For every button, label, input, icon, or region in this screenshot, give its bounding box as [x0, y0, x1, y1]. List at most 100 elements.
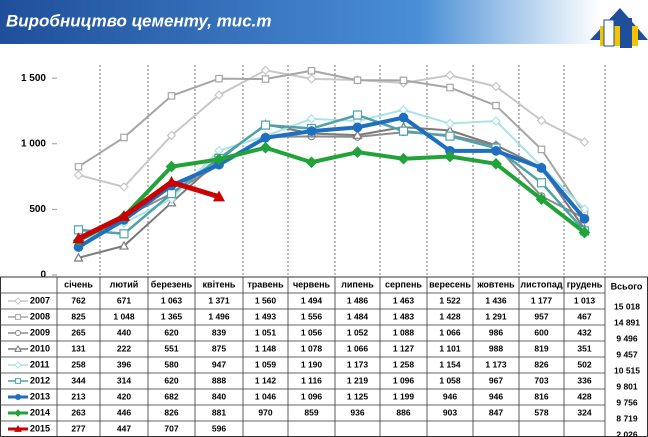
cell: 936 [350, 407, 364, 417]
cell: 707 [164, 423, 178, 433]
cell: 903 [443, 407, 457, 417]
cell: 1 013 [574, 295, 596, 305]
cell: 351 [577, 343, 591, 353]
cell: 1 154 [439, 359, 461, 369]
cell: 222 [117, 343, 131, 353]
point [446, 83, 454, 92]
cell: 440 [117, 327, 131, 337]
point [352, 122, 363, 133]
total-header: Всього [611, 281, 643, 291]
x-tick-label: грудень [567, 279, 603, 289]
cell: 986 [489, 327, 503, 337]
point [444, 150, 456, 163]
cell: 1 051 [255, 327, 277, 337]
point [445, 70, 455, 81]
cell: 1 560 [255, 295, 277, 305]
y-tick-label: 0 [40, 270, 46, 281]
cell: 344 [71, 375, 85, 385]
x-tick-label: січень [64, 279, 93, 289]
x-tick-label: липень [341, 279, 374, 289]
cell: 502 [577, 359, 591, 369]
total-cell: 9 496 [616, 333, 638, 343]
legend-marker [14, 361, 22, 369]
point [73, 252, 84, 262]
cell: 946 [489, 391, 503, 401]
series-line [77, 145, 586, 243]
point [212, 190, 226, 202]
cell: 1 096 [393, 375, 415, 385]
cell: 1 556 [301, 311, 323, 321]
cell: 1 199 [393, 391, 415, 401]
cell: 1 066 [347, 343, 369, 353]
cell: 1 428 [439, 311, 461, 321]
cell: 840 [212, 391, 226, 401]
point [305, 156, 318, 169]
logo [590, 8, 648, 48]
legend-marker [14, 424, 22, 432]
cell: 988 [489, 343, 503, 353]
total-cell: 14 891 [614, 317, 640, 327]
cell: 600 [534, 327, 548, 337]
point [119, 182, 129, 192]
cell: 314 [117, 375, 131, 385]
x-tick-label: лютий [110, 279, 139, 289]
y-tick-label: 1 000 [21, 138, 46, 149]
point [261, 75, 270, 83]
legend-label: 2012 [30, 375, 50, 385]
y-tick-label: 500 [29, 204, 46, 215]
series-line [77, 115, 587, 249]
cell: 881 [212, 407, 226, 417]
cell: 396 [117, 359, 131, 369]
x-tick-label: серпень [385, 279, 422, 289]
y-tick-label: 1 500 [21, 73, 46, 84]
cell: 213 [71, 391, 85, 401]
total-cell: 2 026 [616, 429, 638, 437]
cell: 578 [534, 407, 548, 417]
cell: 1 486 [347, 295, 369, 305]
point [165, 160, 178, 173]
cell: 1 046 [255, 391, 277, 401]
point [119, 229, 129, 239]
cell: 1 148 [255, 343, 277, 353]
cell: 1 101 [439, 343, 461, 353]
cell: 1 066 [439, 327, 461, 337]
series-line [77, 179, 220, 241]
x-tick-label: жовтень [476, 279, 515, 289]
cell: 1 052 [347, 327, 369, 337]
point [306, 74, 317, 84]
cell: 1 127 [393, 343, 415, 353]
legend-marker [14, 409, 22, 417]
x-tick-label: червень [293, 279, 331, 289]
legend-marker [14, 297, 22, 305]
cell: 446 [117, 407, 131, 417]
cell: 263 [71, 407, 85, 417]
series-line [78, 123, 586, 259]
series-line [77, 69, 586, 215]
point [398, 126, 409, 136]
cell: 847 [489, 407, 503, 417]
cell: 1 173 [485, 359, 507, 369]
point [352, 110, 363, 120]
cell: 947 [212, 359, 226, 369]
cell: 1 125 [347, 391, 369, 401]
cell: 1 484 [347, 311, 369, 321]
total-cell: 15 018 [614, 301, 640, 311]
cell: 620 [164, 375, 178, 385]
point [536, 178, 547, 188]
point [213, 153, 225, 166]
cell: 596 [212, 423, 226, 433]
legend-label: 2014 [30, 407, 50, 417]
cell: 1 463 [393, 295, 415, 305]
header-bar [0, 0, 600, 44]
point [445, 118, 455, 129]
point [397, 152, 410, 165]
point [492, 101, 500, 110]
point [118, 240, 130, 250]
cell: 1 494 [301, 295, 323, 305]
legend-marker [15, 314, 21, 320]
cell: 580 [164, 359, 178, 369]
total-cell: 9 801 [616, 381, 638, 391]
cell: 825 [71, 311, 85, 321]
